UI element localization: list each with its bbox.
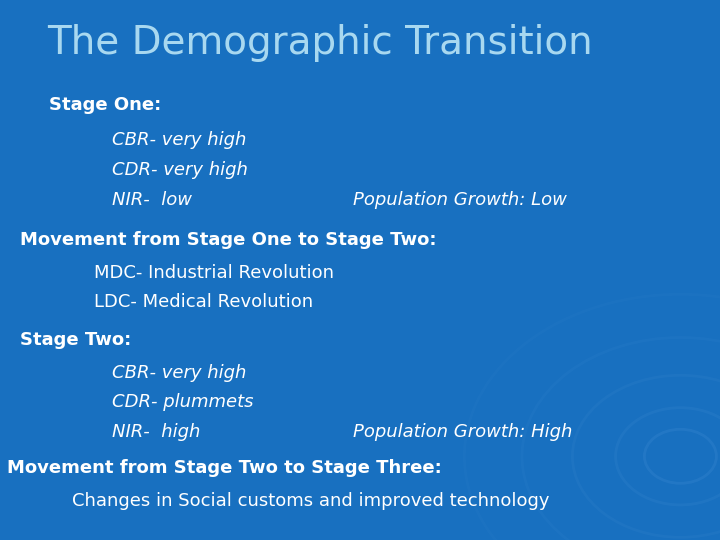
Text: Population Growth: High: Population Growth: High <box>353 423 572 441</box>
Text: Stage Two:: Stage Two: <box>20 331 132 349</box>
Text: CBR- very high: CBR- very high <box>112 363 246 382</box>
Text: NIR-  high: NIR- high <box>112 423 200 441</box>
Text: NIR-  low: NIR- low <box>112 191 192 209</box>
Text: MDC- Industrial Revolution: MDC- Industrial Revolution <box>94 264 333 282</box>
Text: Population Growth: Low: Population Growth: Low <box>353 191 567 209</box>
Text: Movement from Stage One to Stage Two:: Movement from Stage One to Stage Two: <box>20 231 436 249</box>
Text: CBR- very high: CBR- very high <box>112 131 246 150</box>
Text: Stage One:: Stage One: <box>49 96 161 114</box>
Text: Changes in Social customs and improved technology: Changes in Social customs and improved t… <box>72 491 549 510</box>
Text: The Demographic Transition: The Demographic Transition <box>47 24 593 62</box>
Text: LDC- Medical Revolution: LDC- Medical Revolution <box>94 293 312 312</box>
Text: CDR- very high: CDR- very high <box>112 161 248 179</box>
Text: Movement from Stage Two to Stage Three:: Movement from Stage Two to Stage Three: <box>7 459 442 477</box>
Text: CDR- plummets: CDR- plummets <box>112 393 253 411</box>
